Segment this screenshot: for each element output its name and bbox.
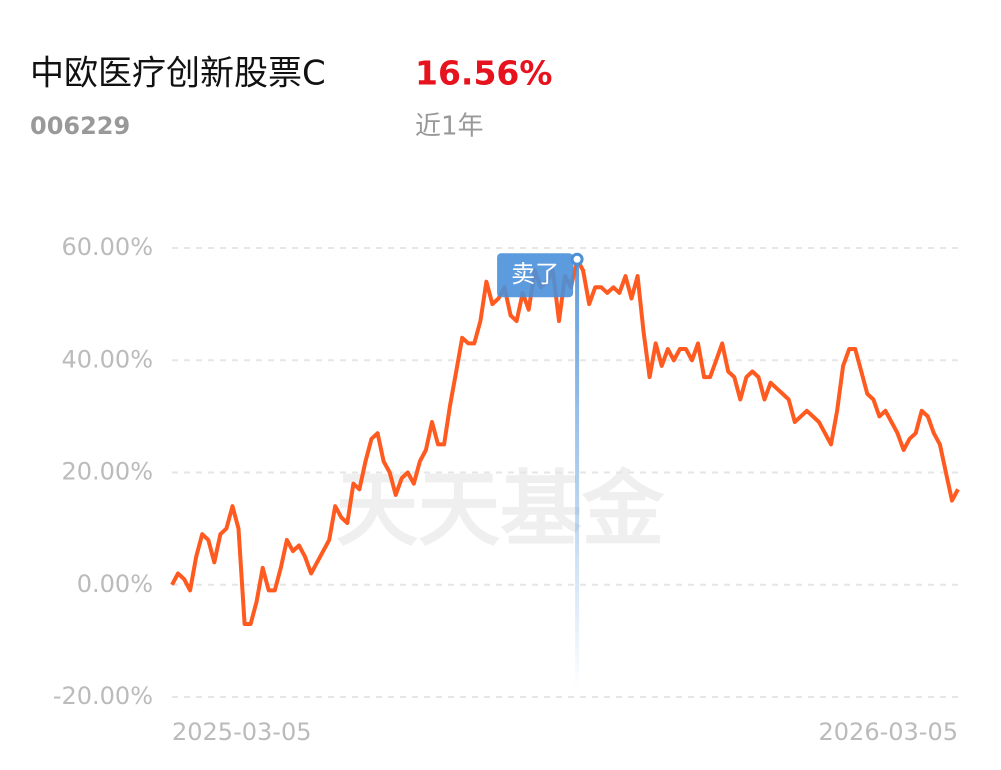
- sell-point: [570, 252, 584, 266]
- x-tick-label: 2026-03-05: [819, 718, 958, 746]
- fund-name: 中欧医疗创新股票C: [30, 54, 326, 94]
- period: 近1年: [415, 112, 484, 142]
- y-tick-label: 0.00%: [77, 570, 153, 598]
- y-tick-label: 40.00%: [61, 345, 153, 373]
- return: 16.56%: [415, 54, 552, 93]
- y-tick-label: -20.00%: [53, 682, 153, 710]
- y-tick-label: 20.00%: [61, 458, 153, 486]
- watermark: 天天基金: [336, 462, 665, 557]
- sell-line: [575, 259, 580, 690]
- x-tick-label: 2025-03-05: [172, 718, 311, 746]
- sell-badge: [497, 253, 574, 298]
- fund-code: 006229: [30, 112, 130, 140]
- y-tick-label: 60.00%: [61, 233, 153, 261]
- sell-label: 卖了: [511, 260, 559, 288]
- line: [170, 257, 960, 626]
